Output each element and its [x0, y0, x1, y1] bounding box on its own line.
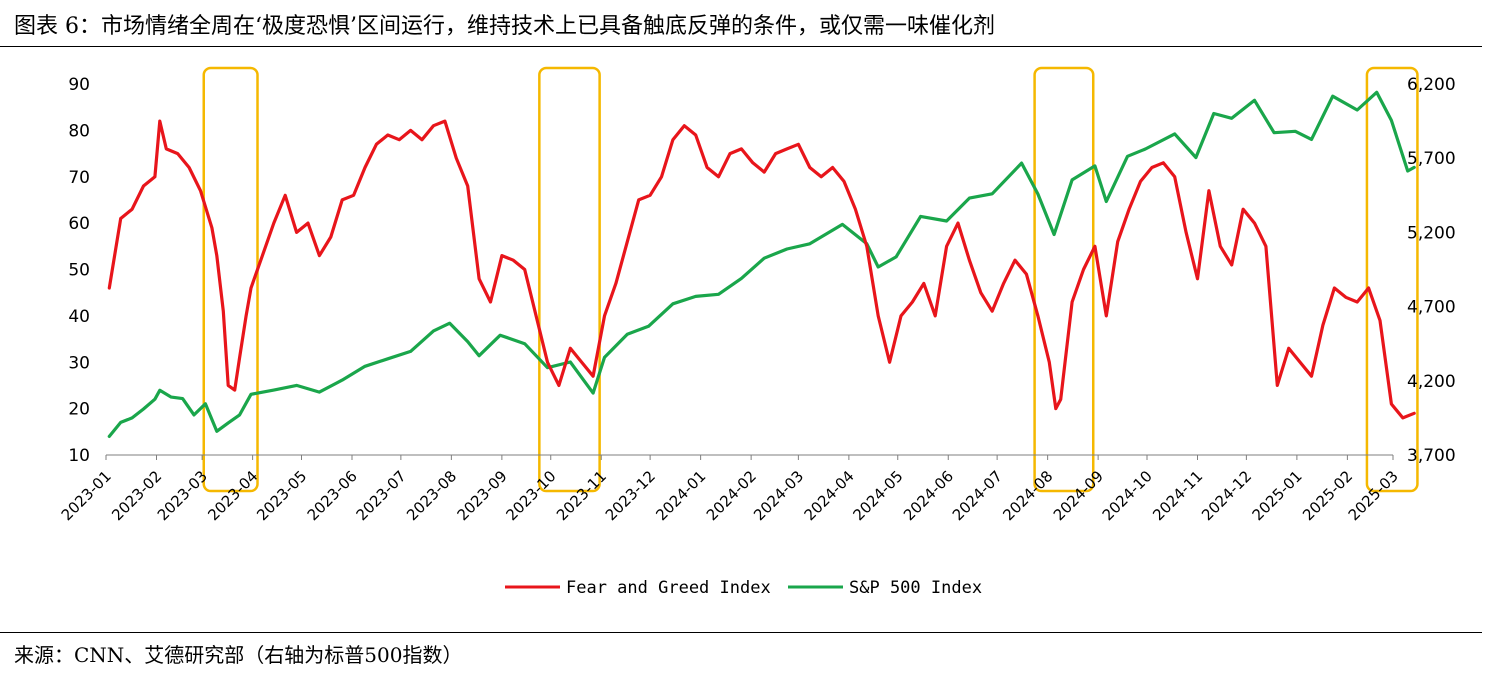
x-tick-label: 2024-09 — [1050, 467, 1107, 524]
highlight-boxes — [202, 66, 1419, 493]
x-tick-label: 2023-06 — [304, 467, 361, 524]
x-tick-label: 2024-11 — [1149, 467, 1206, 524]
y-left-tick-label: 70 — [68, 168, 90, 188]
y-right-tick-label: 5,200 — [1407, 223, 1456, 243]
legend-label-fear-greed: Fear and Greed Index — [566, 578, 771, 598]
series-line-s-p-500-index — [107, 90, 1416, 438]
x-tick-label: 2024-01 — [652, 467, 709, 524]
x-tick-label: 2023-10 — [503, 467, 560, 524]
fear-greed-vs-sp500-chart: 2023-012023-022023-032023-042023-052023-… — [58, 66, 1456, 598]
x-tick-label: 2025-01 — [1249, 467, 1306, 524]
chart-title: 图表 6：市场情绪全周在‘极度恐惧’区间运行，维持技术上已具备触底反弹的条件，或… — [14, 14, 995, 39]
highlight-box-3 — [1033, 66, 1095, 493]
legend-label-sp500: S&P 500 Index — [849, 578, 982, 598]
source-note: 来源：CNN、艾德研究部（右轴为标普500指数） — [14, 643, 463, 667]
series-line-fear-and-greed-index — [107, 119, 1416, 420]
axes: 2023-012023-022023-032023-042023-052023-… — [58, 75, 1456, 524]
highlight-box-2 — [538, 66, 601, 493]
y-left-tick-label: 30 — [68, 353, 90, 373]
x-tick-label: 2024-07 — [949, 467, 1006, 524]
x-tick-label: 2023-12 — [602, 467, 659, 524]
legend: Fear and Greed Index S&P 500 Index — [505, 578, 982, 598]
y-left-tick-label: 40 — [68, 307, 90, 327]
y-right-tick-label: 4,200 — [1407, 372, 1456, 392]
x-tick-label: 2023-11 — [553, 467, 610, 524]
top-divider — [0, 46, 1482, 47]
x-tick-label: 2024-06 — [900, 467, 957, 524]
y-left-tick-label: 60 — [68, 214, 90, 234]
x-tick-label: 2024-04 — [801, 467, 858, 524]
y-left-tick-label: 90 — [68, 75, 90, 95]
bottom-divider — [0, 632, 1482, 633]
x-tick-label: 2024-03 — [750, 467, 807, 524]
highlight-box-4 — [1365, 66, 1419, 493]
y-right-tick-label: 5,700 — [1407, 149, 1456, 169]
x-tick-label: 2023-07 — [353, 467, 410, 524]
x-tick-label: 2024-08 — [999, 467, 1056, 524]
x-tick-label: 2023-09 — [454, 467, 511, 524]
y-right-tick-label: 6,200 — [1407, 75, 1456, 95]
highlight-box-1 — [202, 66, 259, 493]
y-left-tick-label: 20 — [68, 400, 90, 420]
x-tick-label: 2023-04 — [204, 467, 261, 524]
y-left-tick-label: 80 — [68, 121, 90, 141]
y-left-tick-label: 50 — [68, 261, 90, 281]
x-tick-label: 2023-01 — [58, 467, 115, 524]
y-right-tick-label: 4,700 — [1407, 298, 1456, 318]
x-tick-label: 2024-05 — [850, 467, 907, 524]
x-tick-label: 2024-10 — [1099, 467, 1156, 524]
y-left-tick-label: 10 — [68, 446, 90, 466]
x-tick-label: 2024-02 — [703, 467, 760, 524]
x-tick-label: 2023-05 — [253, 467, 310, 524]
x-tick-label: 2024-12 — [1198, 467, 1255, 524]
series-lines — [107, 90, 1416, 438]
x-tick-label: 2025-03 — [1345, 467, 1402, 524]
x-tick-label: 2023-08 — [403, 467, 460, 524]
x-tick-label: 2023-03 — [154, 467, 211, 524]
y-right-tick-label: 3,700 — [1407, 446, 1456, 466]
